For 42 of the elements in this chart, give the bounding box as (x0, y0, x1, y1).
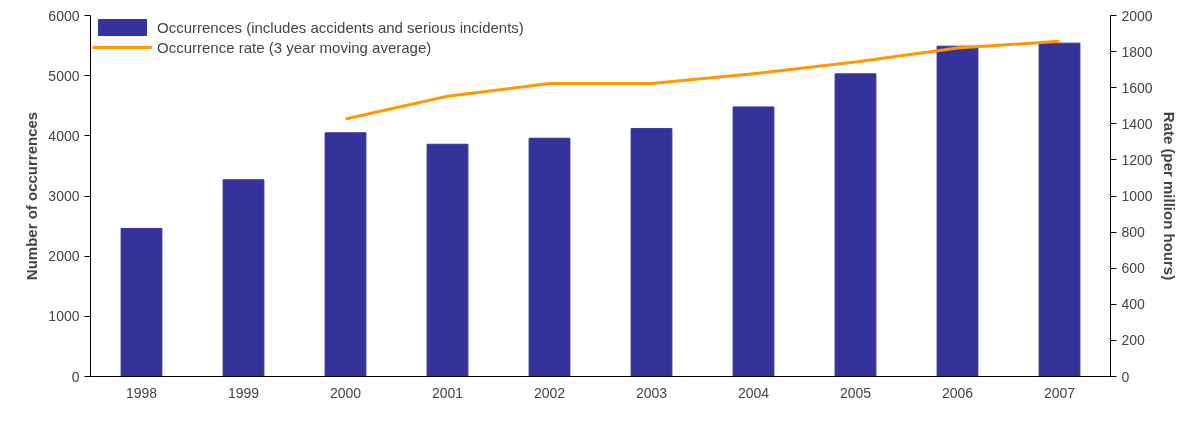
bar (222, 179, 265, 377)
bar (1038, 42, 1081, 377)
y-axis-title: Number of occurrences (23, 111, 41, 281)
legend-label: Occurrence rate (3 year moving average) (157, 38, 432, 56)
y-tick-label: 5000 (48, 67, 80, 84)
x-tick-label: 2002 (533, 384, 566, 401)
y2-tick-label: 2000 (1121, 7, 1153, 24)
y-tick-label: 4000 (48, 127, 80, 144)
x-tick-label: 2006 (941, 384, 974, 401)
bar (834, 73, 877, 377)
x-tick-label: 2001 (431, 384, 464, 401)
legend-label: Occurrences (includes accidents and serious incidents) (157, 18, 524, 36)
y-tick-label: 2000 (48, 248, 80, 265)
y2-tick-label: 600 (1121, 260, 1146, 277)
y2-tick-label: 800 (1121, 224, 1146, 241)
x-tick-label: 2007 (1043, 384, 1076, 401)
y2-tick-label: 1400 (1121, 115, 1153, 132)
y2-tick-label: 1000 (1121, 188, 1153, 204)
bar (936, 45, 979, 377)
y-tick-label: 3000 (48, 188, 80, 204)
bar (630, 128, 673, 377)
y-tick-label: 0 (71, 368, 80, 385)
x-tick-label: 1999 (227, 384, 260, 401)
y2-axis-title: Rate (per million hours) (1160, 111, 1178, 281)
x-tick-label: 2000 (329, 384, 362, 401)
y-tick-label: 6000 (48, 7, 80, 24)
x-tick-label: 2003 (635, 384, 668, 401)
y2-tick-label: 1200 (1121, 151, 1153, 168)
y2-tick-label: 1800 (1121, 43, 1153, 60)
bar (732, 106, 775, 377)
x-tick-label: 1998 (125, 384, 158, 401)
y2-tick-label: 0 (1121, 368, 1130, 385)
bar (528, 137, 571, 377)
bar (120, 227, 163, 377)
y2-tick-label: 1600 (1121, 79, 1153, 96)
bar (324, 132, 367, 377)
bar (426, 143, 469, 377)
y2-tick-label: 400 (1121, 296, 1146, 313)
y2-tick-label: 200 (1121, 332, 1146, 349)
y-tick-label: 1000 (48, 308, 80, 325)
x-tick-label: 2004 (737, 384, 770, 401)
x-tick-label: 2005 (839, 384, 872, 401)
